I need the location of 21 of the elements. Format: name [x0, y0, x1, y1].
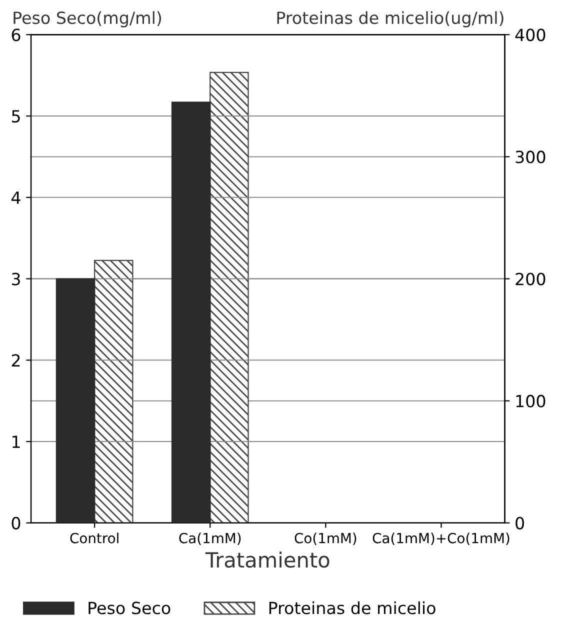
y2-tick-label: 300 [516, 150, 546, 164]
y2-tick-label: 100 [516, 394, 546, 408]
y-tick-label: 0 [12, 516, 20, 530]
y-tick-label: 3 [12, 272, 20, 286]
y2-axis-title: Proteinas de micelio(ug/ml) [277, 11, 504, 28]
x-tick-label: Control [70, 532, 118, 544]
y-tick-label: 4 [12, 192, 20, 204]
x-tick-label: Ca(1mM)+Co(1mM) [372, 532, 510, 546]
y-tick-label: 5 [12, 110, 20, 123]
x-axis-title: Tratamiento [205, 552, 330, 568]
y-axis-title: Peso Seco(mg/ml) [14, 11, 162, 28]
y2-tick-label: 200 [516, 272, 546, 286]
x-tick-label: Ca(1mM) [179, 532, 241, 546]
y2-tick-label: 400 [515, 28, 546, 42]
y-tick-label: 2 [12, 354, 20, 366]
y-tick-label: 1 [12, 436, 20, 448]
y2-tick-label: 0 [516, 516, 524, 530]
legend-label: Proteinas de micelio [269, 601, 436, 614]
y-tick-label: 6 [12, 28, 20, 42]
legend-label: Peso Seco [88, 602, 170, 614]
x-tick-label: Co(1mM) [294, 532, 356, 546]
